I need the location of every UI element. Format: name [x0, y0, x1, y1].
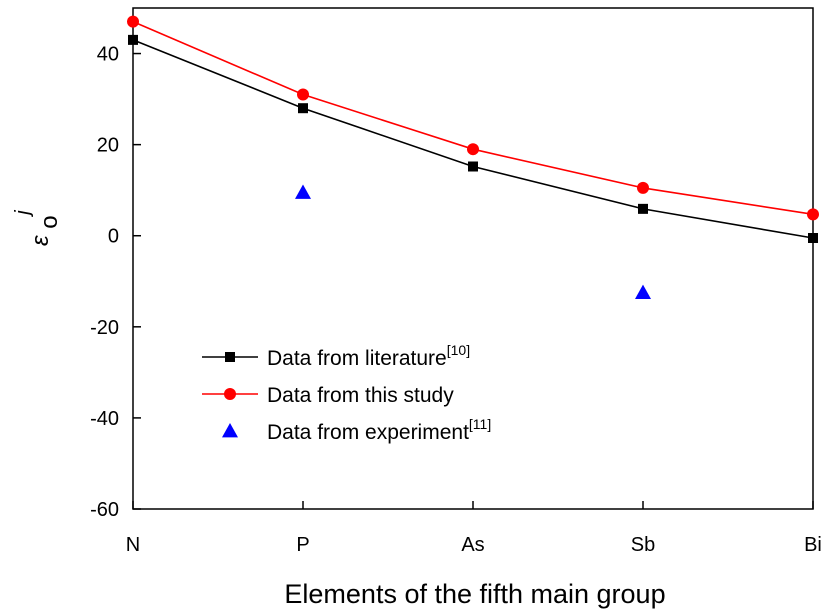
y-tick-label: -40	[90, 408, 119, 430]
data-point	[468, 161, 478, 172]
data-point	[808, 233, 818, 244]
svg-text:ε o j: ε o j	[12, 209, 63, 246]
series-line	[132, 39, 814, 239]
data-point	[638, 203, 648, 214]
x-tick-label: Bi	[804, 534, 822, 556]
legend-entry: Data from literature[10]	[202, 342, 470, 370]
legend-marker	[225, 352, 235, 362]
series-layer	[127, 15, 819, 300]
series-line	[132, 20, 814, 216]
y-axis-label-base: ε	[27, 235, 54, 246]
legend-label-text: Data from literature	[267, 347, 447, 370]
legend-label: Data from experiment[11]	[267, 416, 491, 444]
data-point	[297, 88, 309, 101]
data-point	[637, 181, 649, 194]
legend-entry: Data from this study	[202, 384, 454, 407]
series-triangle	[295, 184, 651, 300]
y-tick-label: 0	[108, 226, 119, 248]
axes: -60 -40 -20 0 20 40 N P As Sb Bi	[90, 7, 822, 556]
data-point	[807, 208, 819, 221]
legend-marker	[222, 423, 238, 438]
data-point	[467, 143, 479, 156]
x-tick-label: As	[461, 534, 484, 556]
y-tick-label: -20	[90, 317, 119, 339]
x-tick-label: P	[296, 534, 309, 556]
data-point	[127, 15, 139, 28]
legend-label-text: Data from this study	[267, 384, 454, 407]
data-point	[295, 184, 311, 199]
data-point	[298, 103, 308, 114]
y-axis-label: ε o j	[12, 209, 63, 246]
y-axis-label-sub: o	[36, 215, 63, 228]
legend-label-ref: [11]	[469, 416, 491, 432]
legend-label-text: Data from experiment	[267, 421, 469, 444]
legend-entry: Data from experiment[11]	[222, 416, 491, 444]
x-tick-label: Sb	[631, 534, 655, 556]
legend: Data from literature[10] Data from this s…	[202, 342, 491, 444]
data-point	[128, 34, 138, 45]
legend-label-ref: [10]	[447, 342, 470, 358]
series-circle	[127, 15, 819, 221]
data-point	[635, 284, 651, 300]
x-axis-label: Elements of the fifth main group	[284, 579, 665, 609]
y-tick-label: -60	[90, 499, 119, 521]
y-tick-label: 40	[97, 44, 119, 66]
x-tick-label: N	[126, 534, 140, 556]
legend-label: Data from this study	[267, 384, 454, 407]
y-axis-label-sup: j	[12, 210, 34, 218]
legend-label: Data from literature[10]	[267, 342, 470, 370]
y-tick-label: 20	[97, 135, 119, 157]
legend-marker	[224, 388, 236, 400]
series-square	[128, 34, 818, 244]
